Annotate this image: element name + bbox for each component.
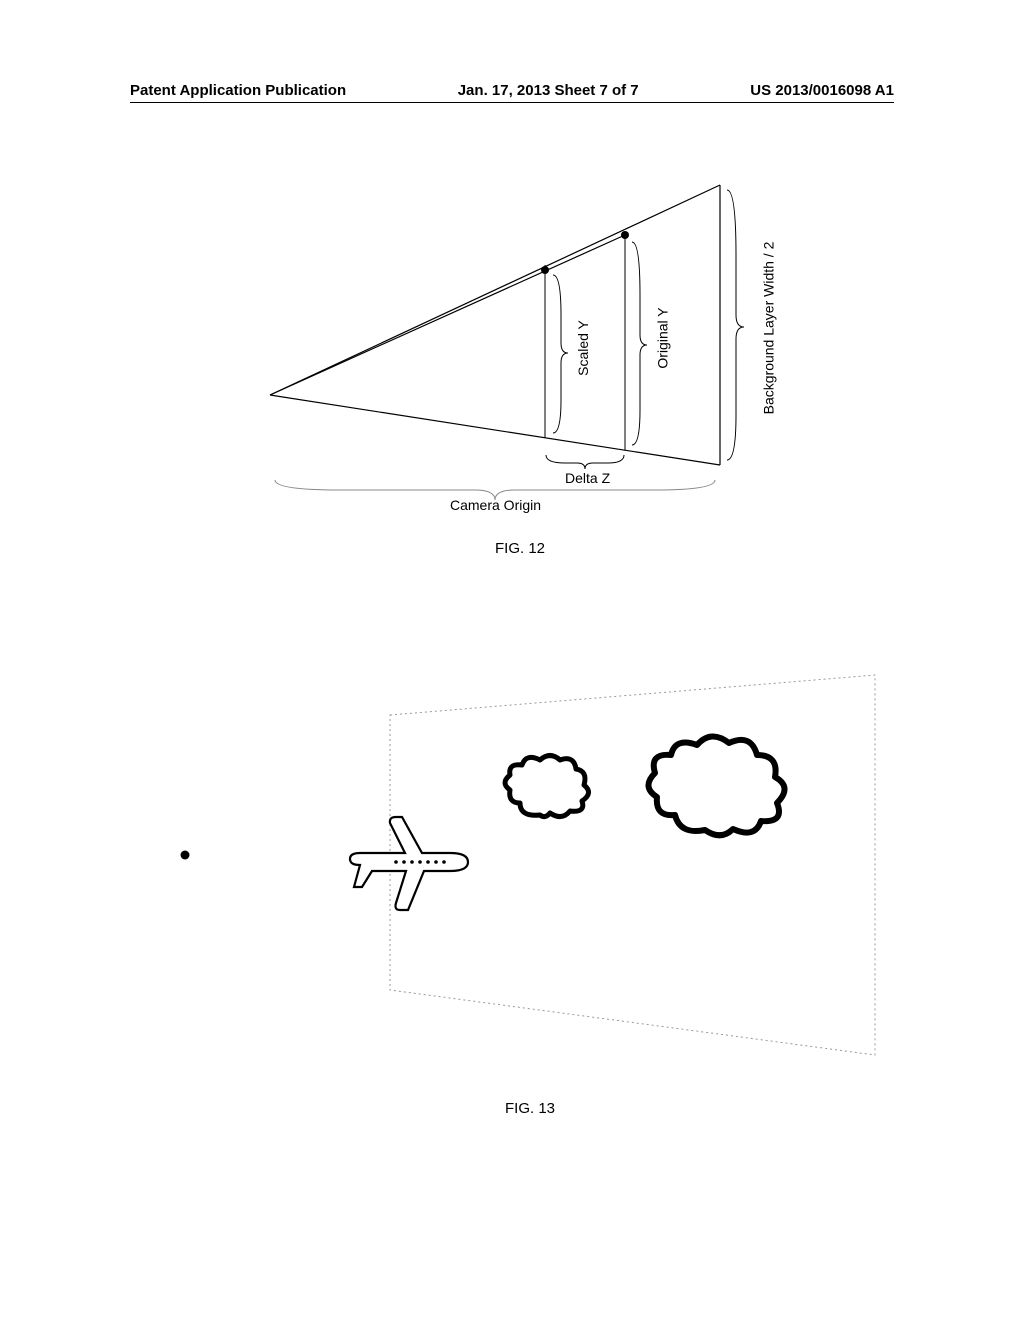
header-rule [130,102,894,103]
date-sheet: Jan. 17, 2013 Sheet 7 of 7 [458,82,639,99]
brace-delta-z [546,455,624,469]
fig13-svg [175,660,885,1080]
tri-hypotenuse [270,185,720,395]
small-cloud-icon [505,756,589,817]
tri-bottom [270,395,720,465]
brace-bg-width [727,190,744,460]
figure-12: Scaled Y Original Y Background Layer Wid… [240,175,800,575]
label-camera-origin: Camera Origin [450,497,541,513]
figure-13: FIG. 13 [175,660,885,1130]
dot-scaled [541,266,549,274]
pub-number: US 2013/0016098 A1 [750,82,894,99]
brace-scaled-y [553,275,568,433]
label-original-y: Original Y [655,307,671,368]
label-bg-width: Background Layer Width / 2 [760,242,776,415]
dot-original [621,231,629,239]
brace-original-y [632,242,647,445]
pub-type: Patent Application Publication [130,82,346,99]
fig12-caption: FIG. 12 [240,540,800,557]
page-header: Patent Application Publication Jan. 17, … [130,82,894,103]
line-original-y [270,235,625,395]
fig12-svg [240,175,800,515]
fig13-caption: FIG. 13 [175,1100,885,1117]
label-scaled-y: Scaled Y [575,320,591,376]
eye-dot [181,851,190,860]
large-cloud-icon [648,736,784,835]
airplane-icon [350,817,468,910]
label-delta-z: Delta Z [565,470,610,486]
